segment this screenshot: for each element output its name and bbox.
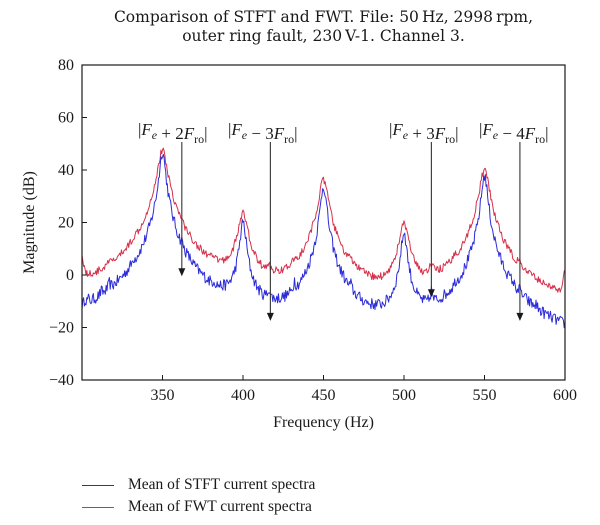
annotation-label: |Fe − 4Fro| bbox=[479, 120, 549, 146]
annotation-label: |Fe − 3Fro| bbox=[228, 120, 298, 146]
annotation-label-part: ro bbox=[194, 132, 204, 146]
annotation-label-part: e bbox=[242, 128, 248, 142]
legend-swatch-fwt bbox=[82, 506, 114, 508]
annotation-label: |Fe + 3Fro| bbox=[389, 120, 459, 146]
annotation-label-part: | bbox=[455, 124, 458, 143]
chart-title-line-2: outer ring fault, 230 V-1. Channel 3. bbox=[182, 27, 465, 45]
annotation-arrow-head bbox=[516, 312, 524, 321]
annotation-label-part: e bbox=[403, 128, 409, 142]
y-tick-label: −20 bbox=[49, 320, 74, 337]
annotation-label-part: + 2 bbox=[157, 124, 184, 143]
legend-swatch-stft bbox=[82, 484, 114, 486]
annotation-label-part: − 3 bbox=[247, 124, 274, 143]
annotation-label-part: | bbox=[138, 120, 141, 139]
legend: Mean of STFT current spectra Mean of FWT… bbox=[82, 474, 315, 518]
annotation-label-part: e bbox=[493, 128, 499, 142]
y-tick-label: 60 bbox=[58, 110, 74, 127]
annotation-label-part: − 4 bbox=[498, 124, 525, 143]
annotation-label: |Fe + 2Fro| bbox=[138, 120, 208, 146]
y-tick-label: 80 bbox=[58, 57, 74, 74]
chart-title-line-1: Comparison of STFT and FWT. File: 50 Hz,… bbox=[113, 8, 534, 26]
legend-item-stft: Mean of STFT current spectra bbox=[82, 474, 315, 496]
y-tick-label: 20 bbox=[58, 215, 74, 232]
x-tick-label: 450 bbox=[312, 387, 336, 404]
annotation-label-part: F bbox=[481, 120, 493, 139]
y-tick-label: 40 bbox=[58, 162, 74, 179]
annotation-label-part: F bbox=[434, 124, 446, 143]
annotation-label-part: F bbox=[524, 124, 536, 143]
annotation: |Fe + 3Fro| bbox=[389, 120, 459, 298]
annotation-arrow-head bbox=[178, 268, 186, 277]
x-tick-label: 550 bbox=[473, 387, 497, 404]
annotation: |Fe − 4Fro| bbox=[479, 120, 549, 321]
x-tick-label: 400 bbox=[231, 387, 255, 404]
x-axis-label: Frequency (Hz) bbox=[273, 414, 374, 431]
series-line-stft bbox=[81, 153, 566, 329]
legend-label-fwt: Mean of FWT current spectra bbox=[128, 498, 312, 515]
series-layer bbox=[81, 147, 566, 329]
annotation-label-part: | bbox=[545, 124, 548, 143]
annotation-label-part: F bbox=[230, 120, 242, 139]
annotation-label-part: ro bbox=[445, 132, 455, 146]
annotation: |Fe + 2Fro| bbox=[138, 120, 208, 277]
annotations-layer: |Fe + 2Fro| |Fe − 3Fro| |Fe + 3Fro| |Fe − 4… bbox=[138, 120, 549, 321]
ticks-layer: 350 400 450 500 550 600 −40 −20 0 20 40 60 80 bbox=[49, 57, 577, 404]
series-line-fwt bbox=[81, 147, 566, 293]
annotation-label-part: | bbox=[389, 120, 392, 139]
annotation-label-part: + 3 bbox=[408, 124, 435, 143]
annotation-label-part: ro bbox=[284, 132, 294, 146]
legend-item-fwt: Mean of FWT current spectra bbox=[82, 496, 315, 518]
y-tick-label: −40 bbox=[49, 372, 74, 389]
annotation-label-part: | bbox=[294, 124, 297, 143]
plot-frame bbox=[81, 64, 566, 381]
annotation: |Fe − 3Fro| bbox=[228, 120, 298, 321]
annotation-label-part: ro bbox=[535, 132, 545, 146]
annotation-arrow-head bbox=[266, 312, 274, 321]
x-tick-label: 350 bbox=[151, 387, 175, 404]
annotation-label-part: | bbox=[228, 120, 231, 139]
annotation-label-part: | bbox=[204, 124, 207, 143]
annotation-arrow-head bbox=[427, 289, 435, 298]
x-tick-label: 500 bbox=[392, 387, 416, 404]
annotation-label-part: F bbox=[391, 120, 403, 139]
annotation-label-part: | bbox=[479, 120, 482, 139]
annotation-label-part: F bbox=[183, 124, 195, 143]
legend-label-stft: Mean of STFT current spectra bbox=[128, 476, 316, 493]
annotation-label-part: F bbox=[140, 120, 152, 139]
y-axis-label: Magnitude (dB) bbox=[21, 171, 38, 274]
annotation-label-part: e bbox=[152, 128, 158, 142]
x-tick-label: 600 bbox=[553, 387, 577, 404]
annotation-label-part: F bbox=[273, 124, 285, 143]
y-tick-label: 0 bbox=[66, 267, 74, 284]
